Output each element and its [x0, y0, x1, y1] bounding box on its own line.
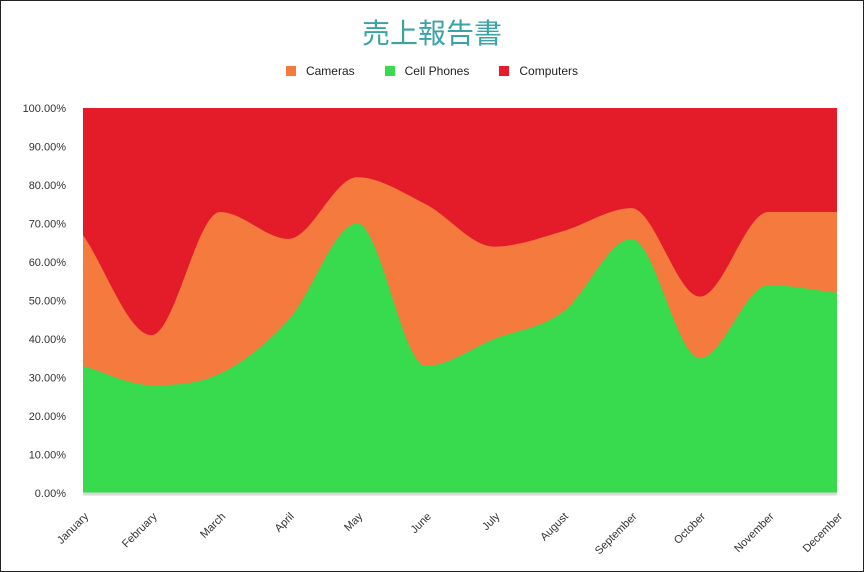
x-tick-label: April: [273, 511, 297, 535]
x-tick-label: August: [538, 511, 571, 544]
x-tick-label: February: [120, 510, 160, 550]
legend-item-computers[interactable]: Computers: [499, 64, 578, 78]
y-tick-label: 30.00%: [29, 373, 67, 385]
legend-item-cell-phones[interactable]: Cell Phones: [384, 64, 470, 78]
legend-label-computers: Computers: [519, 64, 579, 78]
x-tick-label: January: [55, 510, 92, 547]
legend-label-cameras: Cameras: [305, 64, 355, 78]
y-tick-label: 90.00%: [29, 142, 67, 154]
y-tick-label: 80.00%: [29, 180, 67, 192]
legend-label-cell-phones: Cell Phones: [404, 64, 470, 78]
chart-title: 売上報告書: [361, 17, 502, 50]
legend-item-cameras[interactable]: Cameras: [285, 64, 355, 78]
y-tick-label: 20.00%: [29, 411, 67, 423]
x-tick-label: September: [593, 510, 640, 557]
legend: Cameras Cell Phones Computers: [0, 64, 864, 78]
x-tick-label: June: [408, 511, 433, 536]
y-tick-label: 70.00%: [29, 219, 67, 231]
x-tick-label: May: [342, 510, 366, 534]
x-tick-label: December: [801, 510, 846, 555]
x-tick-label: March: [198, 511, 228, 541]
y-tick-label: 0.00%: [35, 488, 66, 500]
legend-swatch-cell-phones: [384, 66, 395, 76]
y-tick-label: 10.00%: [29, 450, 67, 462]
legend-swatch-computers: [499, 66, 510, 76]
x-tick-label: October: [672, 510, 708, 546]
x-tick-label: July: [480, 510, 503, 533]
legend-swatch-cameras: [285, 66, 296, 76]
y-tick-label: 100.00%: [23, 103, 67, 115]
x-tick-label: November: [732, 510, 777, 555]
y-tick-label: 40.00%: [29, 334, 67, 346]
y-tick-label: 60.00%: [29, 257, 67, 269]
y-tick-label: 50.00%: [29, 296, 67, 308]
area-cell-phones: [83, 223, 837, 493]
